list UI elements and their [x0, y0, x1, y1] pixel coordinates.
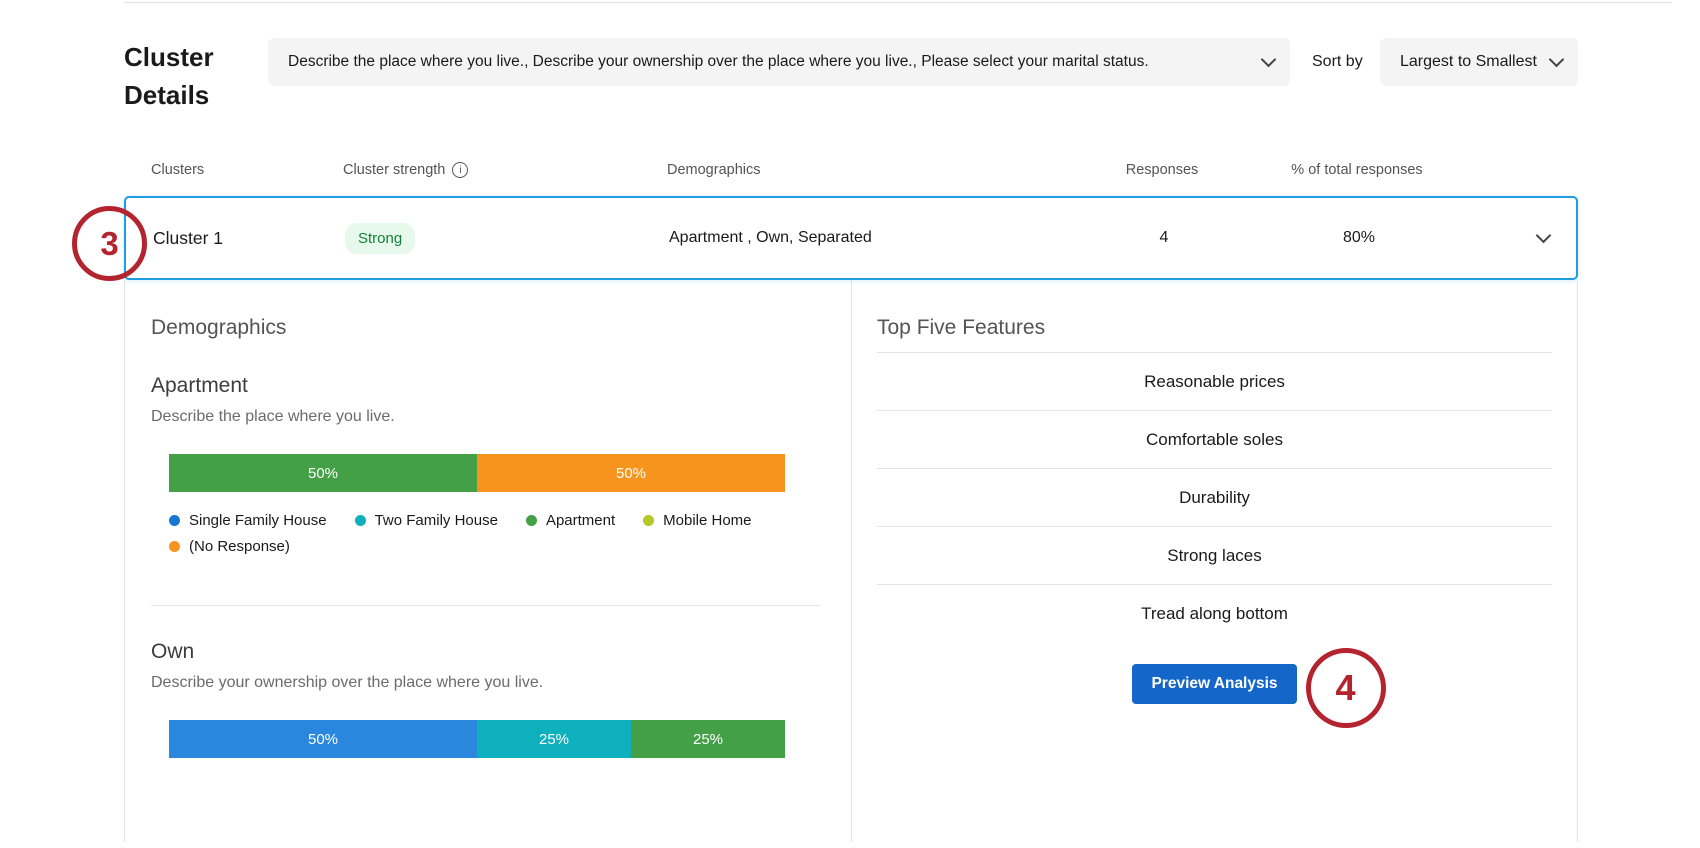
bar-segment: 50% [169, 720, 477, 758]
annotation-step-3-number: 3 [100, 224, 119, 262]
preview-analysis-button[interactable]: Preview Analysis [1132, 664, 1297, 704]
bar-segment: 50% [169, 454, 477, 492]
annotation-step-3: 3 [72, 206, 147, 281]
feature-item: Durability [877, 468, 1552, 526]
legend-item: (No Response) [169, 538, 290, 555]
sort-dropdown[interactable]: Largest to Smallest [1380, 38, 1578, 86]
sort-dropdown-value: Largest to Smallest [1400, 53, 1537, 70]
legend-dot-icon [643, 515, 655, 526]
column-clusters: Clusters [151, 162, 205, 178]
feature-item: Strong laces [877, 526, 1552, 584]
chevron-down-icon [1260, 51, 1277, 68]
legend-label: Two Family House [374, 512, 498, 529]
demographic-section-heading: Own [151, 640, 195, 663]
feature-item: Tread along bottom [877, 584, 1552, 642]
cluster-name: Cluster 1 [153, 227, 224, 248]
legend-item: Single Family House [169, 512, 327, 529]
cluster-details-page: Cluster Details Describe the place where… [72, 0, 1578, 842]
legend-label: (No Response) [189, 538, 290, 555]
legend-label: Apartment [545, 512, 616, 529]
legend-dot-icon [169, 541, 180, 552]
cluster-strength-cell: Strong [345, 222, 669, 254]
legend-item: Two Family House [354, 512, 498, 529]
column-responses: Responses [1125, 162, 1199, 178]
legend-item: Apartment [525, 512, 616, 529]
annotation-step-4-number: 4 [1335, 667, 1356, 708]
feature-item: Reasonable prices [877, 352, 1552, 410]
legend-dot-icon [525, 515, 537, 526]
column-demographics: Demographics [667, 162, 761, 178]
column-pct-total-responses: % of total responses [1291, 162, 1423, 178]
legend-dot-icon [354, 515, 366, 526]
legend-label: Mobile Home [663, 512, 752, 529]
chart-legend: Single Family House Two Family House Apart… [169, 512, 769, 555]
demographics-panel: Demographics Apartment Describe the plac… [125, 280, 851, 842]
question-filter-dropdown[interactable]: Describe the place where you live., Desc… [268, 38, 1290, 86]
question-filter-value: Describe the place where you live., Desc… [288, 53, 1149, 70]
stacked-bar-chart: 50% 25% 25% [169, 720, 785, 758]
cluster-pct-cell: 80% [1342, 229, 1376, 246]
cluster-demographics-cell: Apartment , Own, Separated [669, 229, 872, 246]
top-bar: Cluster Details Describe the place where… [124, 0, 1578, 114]
page-title: Cluster Details [124, 42, 214, 110]
feature-item: Comfortable soles [877, 410, 1552, 468]
annotation-step-4: 4 [1305, 648, 1386, 728]
top-features-panel: Top Five Features Reasonable prices Comfo… [851, 280, 1577, 842]
section-divider [151, 605, 821, 606]
cluster-row[interactable]: 3 Cluster 1 Strong Apartment , Own, Sepa… [72, 196, 1578, 281]
column-cluster-strength-label: Cluster strength [343, 162, 446, 178]
bar-segment: 25% [631, 720, 785, 758]
top-features-list: Reasonable prices Comfortable soles Durabi… [877, 352, 1552, 642]
chevron-down-icon [1548, 51, 1565, 68]
demographics-title: Demographics [151, 316, 287, 339]
sort-by-label: Sort by [1312, 53, 1363, 70]
legend-item: Mobile Home [643, 512, 752, 529]
table-header: Clusters Cluster strength i Demographics… [124, 162, 1578, 178]
demographic-section-question: Describe the place where you live. [151, 408, 395, 425]
demographic-section-heading: Apartment [151, 374, 248, 397]
stacked-bar-chart: 50% 50% [169, 454, 785, 492]
strength-badge: Strong [345, 222, 416, 254]
preview-analysis-area: Preview Analysis 4 [877, 648, 1552, 728]
cluster-detail-panel: Demographics Apartment Describe the plac… [124, 280, 1578, 842]
info-icon[interactable]: i [452, 162, 469, 178]
cluster-responses-cell: 4 [1159, 229, 1169, 246]
column-cluster-strength: Cluster strength i [343, 162, 667, 178]
bar-segment: 25% [477, 720, 631, 758]
row-expand-cell [1499, 227, 1552, 244]
legend-dot-icon [169, 515, 180, 526]
demographic-section-question: Describe your ownership over the place w… [151, 674, 544, 691]
chevron-down-icon[interactable] [1535, 227, 1552, 244]
top-features-title: Top Five Features [877, 316, 1046, 339]
bar-segment: 50% [477, 454, 785, 492]
top-divider [124, 2, 1672, 3]
legend-label: Single Family House [189, 512, 327, 529]
